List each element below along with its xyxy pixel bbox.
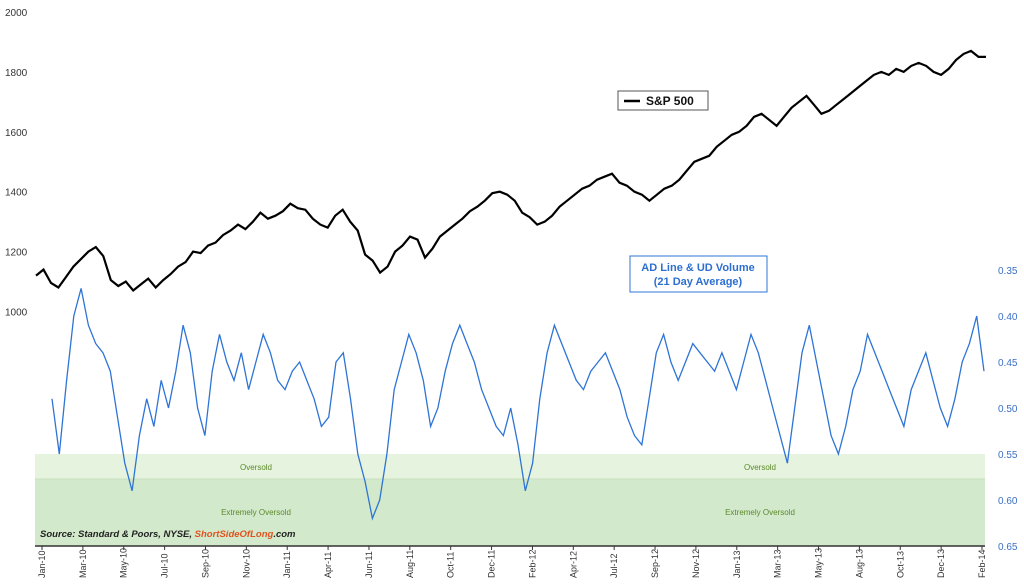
left-tick-label: 1400 [5,188,28,199]
x-tick-label: Jan-10 [37,550,47,578]
legend-label: S&P 500 [646,94,694,108]
x-tick-label: Dec-11 [487,550,497,578]
right-tick-label: 0.60 [998,496,1018,507]
zone-label-oversold-left: Oversold [240,463,272,472]
right-tick-label: 0.40 [998,312,1018,323]
ad-title-box: AD Line & UD Volume (21 Day Average) [629,255,768,293]
x-tick-label: Jan-11 [282,551,292,578]
left-tick-label: 1200 [5,248,28,259]
x-tick-label: Sep-10 [200,549,210,578]
extremely-oversold-zone [35,479,985,546]
ad-title-line1: AD Line & UD Volume [641,262,754,274]
x-tick-label: Jun-11 [364,551,374,578]
legend-box [617,90,709,111]
x-tick-label: Dec-13 [936,549,946,578]
ad-line-series [51,288,985,521]
x-tick-label: Jan-13 [732,550,742,578]
left-axis: 1000 1200 1400 1600 1800 2000 [5,8,28,319]
source-brand: ShortSideOfLong [195,529,274,540]
right-tick-label: 0.50 [998,404,1018,415]
x-tick-label: Apr-11 [323,552,333,578]
oversold-zone [35,454,985,479]
x-tick-label: Apr-12 [568,551,578,578]
left-tick-label: 2000 [5,8,28,19]
x-tick-label: Aug-11 [405,550,415,578]
x-tick-label: Jul-12 [609,553,619,578]
left-tick-label: 1000 [5,308,28,319]
x-tick-label: Oct-11 [446,552,456,578]
right-tick-label: 0.65 [998,542,1018,553]
x-tick-label: Jul-10 [160,553,170,578]
left-tick-label: 1600 [5,128,28,139]
x-tick-label: Aug-13 [854,549,864,578]
right-tick-label: 0.55 [998,450,1018,461]
x-tick-label: Nov-12 [691,549,701,578]
ad-title-line2: (21 Day Average) [654,276,743,288]
x-tick-label: Sep-12 [650,549,660,578]
x-tick-label: May-10 [119,548,129,578]
sp500-series [35,49,986,293]
right-axis: 0.35 0.40 0.45 0.50 0.55 0.60 0.65 [998,266,1018,553]
x-tick-label: Feb-12 [527,549,537,578]
source-suffix: .com [273,529,296,540]
source-prefix: Source: Standard & Poors, NYSE, [40,529,195,540]
right-tick-label: 0.45 [998,358,1018,369]
x-tick-label: Mar-10 [78,549,88,578]
right-tick-label: 0.35 [998,266,1018,277]
zone-label-extremely-oversold-left: Extremely Oversold [221,508,291,517]
ad-title-border [629,255,768,293]
source-note: Source: Standard & Poors, NYSE, ShortSid… [40,529,296,540]
zone-label-extremely-oversold-right: Extremely Oversold [725,508,795,517]
x-tick-label: Mar-13 [773,549,783,578]
x-axis: Jan-10 Mar-10 May-10 Jul-10 Sep-10 Nov-10 Jan-… [37,546,987,578]
x-tick-label: May-13 [814,548,824,578]
x-tick-label: Nov-10 [241,549,251,578]
x-tick-label: Oct-13 [895,551,905,578]
x-tick-label: Feb-14 [977,549,987,578]
legend: S&P 500 [617,90,709,111]
left-tick-label: 1800 [5,68,28,79]
zone-label-oversold-right: Oversold [744,463,776,472]
